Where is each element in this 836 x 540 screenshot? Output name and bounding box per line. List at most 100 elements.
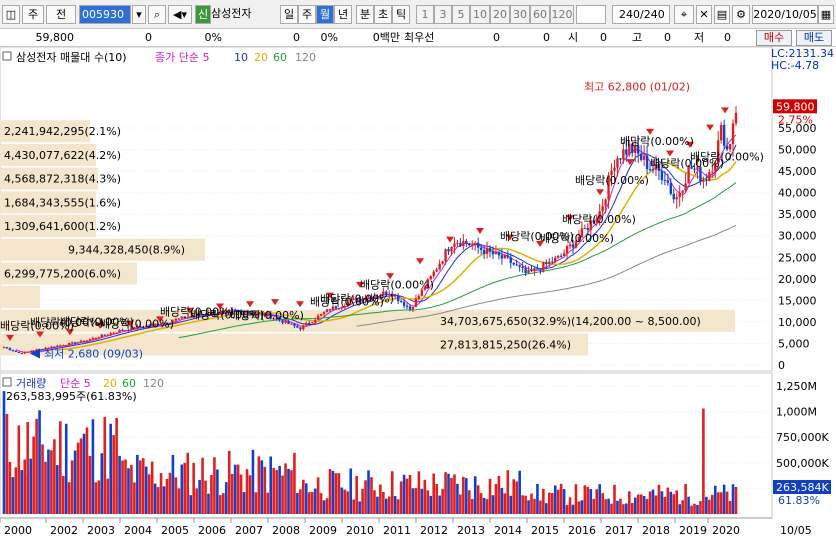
change-pct: 0% [204,31,222,44]
end-date: 10/05 [780,524,812,537]
vol-legend-info: 263,583,995주(61.83%) [6,390,137,403]
lc-label: LC:2131.34 [771,47,834,60]
price-tag: 59,800 [776,100,815,113]
profile-label: 34,703,675,650(32.9%)(14,200.00 ~ 8,500.… [440,315,701,328]
period-year[interactable]: 년 [334,5,352,24]
price-tick: 5,000 [778,337,810,350]
period-month[interactable]: 월 [316,5,334,24]
dividend-label: 배당락(0.00%) [30,316,104,329]
chart-window-icon[interactable]: ◫ [2,5,20,24]
price-tick: 10,000 [778,316,817,329]
annotations: 배당락(0.00%)배당락(0.00%)배당락(0.00%)배당락(0.00%)… [0,80,764,360]
legend-icon [2,51,12,61]
toolbar: ◫ 주 전 005930 ▾ ⌕ ◀▾ 신 삼성전자 일 주 월 년 분 초 틱… [0,0,836,29]
tools-icon[interactable]: ✕ [696,5,712,24]
stock-name: 삼성전자 [211,7,252,20]
price-tick: 0 [778,359,785,372]
volume-tick: 1,000M [776,406,817,419]
year-tick: 2008 [272,524,300,537]
period-day[interactable]: 일 [280,5,298,24]
dividend-label: 배당락(0.00%) [230,309,304,322]
sell-button[interactable]: 매도 [796,30,832,46]
year-tick: 2019 [679,524,707,537]
current-price: 59,800 [35,31,75,44]
profile-bar [0,191,96,214]
price-tick: 45,000 [778,165,817,178]
price-tick: 35,000 [778,208,817,221]
period-second[interactable]: 초 [374,5,392,24]
year-tick: 2010 [346,524,374,537]
volume-axis: 1,250M1,000M750,000K500,000K250,000K263,… [773,380,831,507]
vol-legend-ma: 단순 5 [60,377,91,390]
dividend-label: 배당락(0.00%) [575,174,649,187]
period-tick[interactable]: 틱 [392,5,410,24]
buy-button[interactable]: 매수 [756,30,792,46]
quote-bar: 59,800 0 0% 0 0% 0백만 최우선 0 0 시 0 고 0 저 0… [0,29,836,47]
legend-ma10: 10 [234,51,248,64]
dividend-label: 배당락(0.00%) [100,318,174,331]
year-tick: 2015 [531,524,559,537]
price-axis: 55,000 50,000 45,000 40,000 35,000 30,000 25,0… [771,47,834,372]
interval-input[interactable] [576,5,606,24]
code-dropdown-icon[interactable]: ▾ [132,5,146,24]
year-tick: 2016 [568,524,596,537]
year-tick: 2000 [4,524,32,537]
volume-tick: 1,250M [776,380,817,393]
crosshair-icon[interactable]: ⌖ [674,5,694,24]
chart-area[interactable]: 2,241,942,295(2.1%) 4,430,077,622(4.2%) 4,… [0,47,836,540]
dividend-label: 배당락(0.00%) [0,320,74,333]
dividend-label: 배당락(0.00%) [620,135,694,148]
volume-pct: 0% [320,31,338,44]
speaker-icon[interactable]: ◀▾ [168,5,192,24]
period-week[interactable]: 주 [298,5,316,24]
change-value: 0 [145,31,152,44]
profile-label: 4,568,872,318(4.3%) [4,173,121,186]
year-tick: 2005 [161,524,189,537]
date-input[interactable]: 2020/10/05 [752,5,818,24]
year-tick: 2013 [457,524,485,537]
interval-5[interactable]: 5 [452,5,470,24]
volume-pct: 61.83% [778,494,820,507]
tab-item-2[interactable]: 전 [46,5,76,24]
tab-item-1[interactable]: 주 [22,5,44,24]
stock-code-input[interactable]: 005930 [79,5,131,24]
count-input[interactable]: 240 [612,5,640,24]
interval-120[interactable]: 120 [550,5,574,24]
profile-bar [0,333,588,356]
search-icon[interactable]: ⌕ [148,5,166,24]
count-total: /240 [640,5,670,24]
hc-label: HC:-4.78 [771,59,819,72]
profile-bar [0,286,40,309]
interval-20[interactable]: 20 [490,5,510,24]
price-tick: 40,000 [778,187,817,200]
price-tick: 50,000 [778,144,817,157]
gear-icon[interactable]: ⚙ [732,5,750,24]
legend-title: 삼성전자 매물대 수(10) [16,51,127,64]
period-minute[interactable]: 분 [356,5,374,24]
best-quote-2: 0 [543,31,550,44]
year-tick: 2004 [124,524,152,537]
interval-30[interactable]: 30 [510,5,530,24]
max-price-label: 최고 62,800 (01/02) [584,80,690,93]
year-tick: 2007 [235,524,263,537]
vol-legend-title: 거래량 [16,377,46,390]
dividend-label: 배당락(0.00%) [190,308,264,321]
best-quote-label: 최우선 [404,31,435,44]
dividend-label: 배당락(0.00%) [562,213,636,226]
profile-label: 4,430,077,622(4.2%) [4,149,121,162]
legend-ma20: 20 [254,51,268,64]
best-quote-1: 0 [493,31,500,44]
print-icon[interactable]: ▤ [714,5,730,24]
high-label: 고 [632,31,643,44]
year-tick: 2017 [605,524,633,537]
calendar-icon[interactable]: ▦ [818,5,834,24]
high-value: 0 [664,31,671,44]
dividend-label: 배당락(0.00%) [650,157,724,170]
price-tick: 30,000 [778,230,817,243]
interval-10[interactable]: 10 [470,5,490,24]
open-label: 시 [568,31,579,44]
interval-1[interactable]: 1 [416,5,434,24]
interval-3[interactable]: 3 [434,5,452,24]
interval-60[interactable]: 60 [530,5,550,24]
dividend-label: 배당락(0.00%) [310,296,384,309]
